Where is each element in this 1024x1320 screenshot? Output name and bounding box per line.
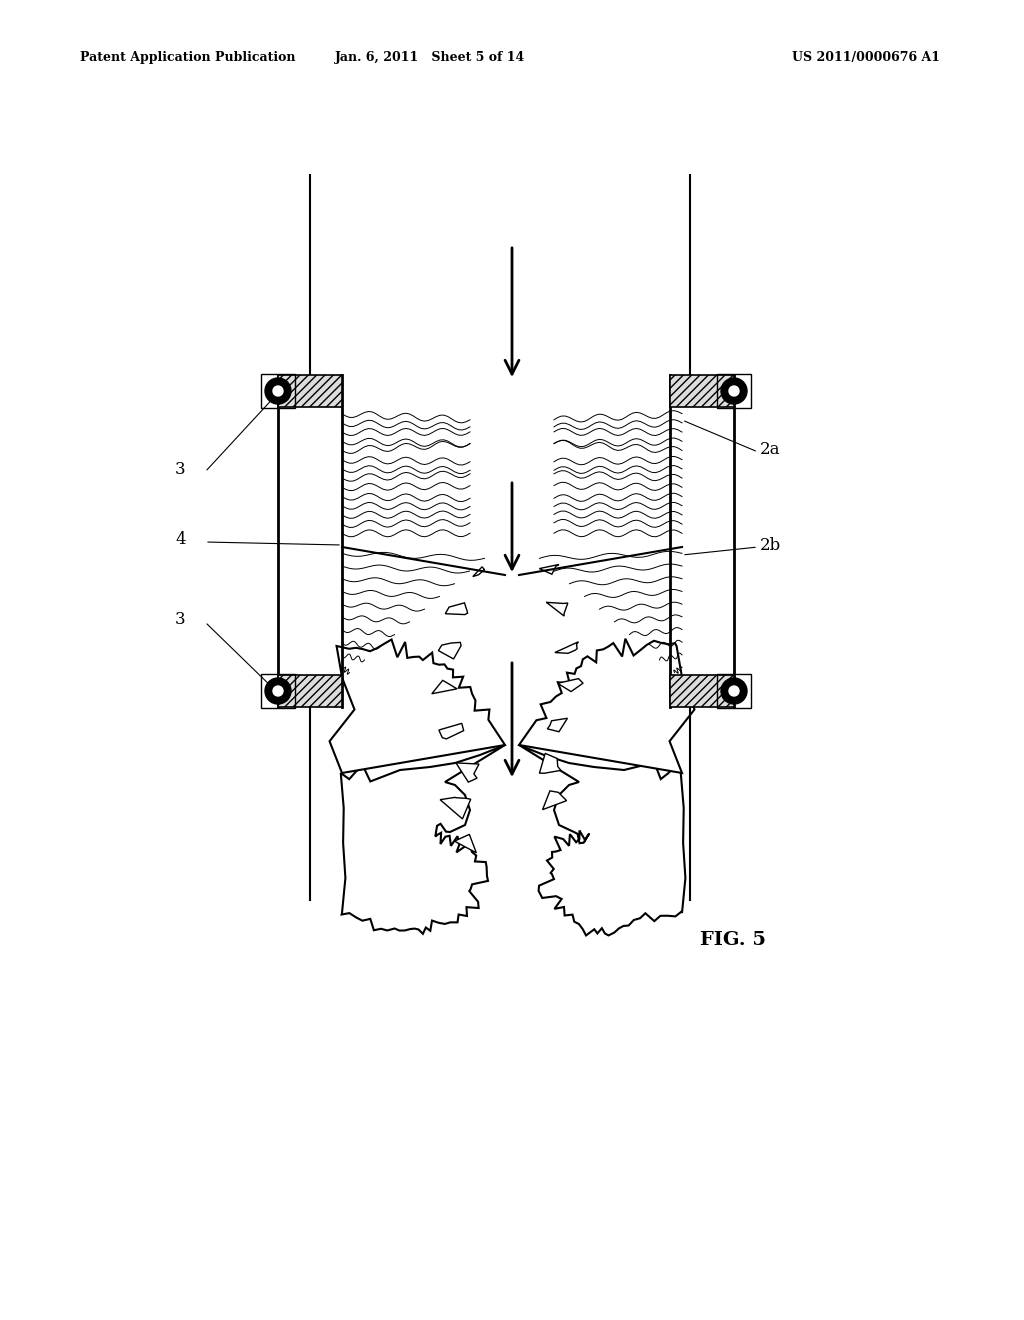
Circle shape <box>273 385 283 396</box>
Polygon shape <box>555 642 579 653</box>
Polygon shape <box>540 565 559 574</box>
Bar <box>717 374 751 408</box>
Circle shape <box>729 385 739 396</box>
Polygon shape <box>558 678 583 692</box>
Text: US 2011/0000676 A1: US 2011/0000676 A1 <box>792 51 940 65</box>
Text: 4: 4 <box>175 532 185 549</box>
Polygon shape <box>540 754 561 774</box>
Polygon shape <box>440 797 471 818</box>
Polygon shape <box>546 602 568 616</box>
Text: 2a: 2a <box>760 441 780 458</box>
Polygon shape <box>432 680 457 694</box>
Circle shape <box>729 686 739 696</box>
Circle shape <box>273 686 283 696</box>
Polygon shape <box>438 643 461 659</box>
Polygon shape <box>473 566 484 577</box>
Polygon shape <box>455 834 476 853</box>
Bar <box>670 375 734 407</box>
Polygon shape <box>519 744 685 936</box>
Polygon shape <box>519 639 694 774</box>
Text: Patent Application Publication: Patent Application Publication <box>80 51 296 65</box>
Circle shape <box>265 378 291 404</box>
Polygon shape <box>330 639 505 774</box>
Text: Jan. 6, 2011   Sheet 5 of 14: Jan. 6, 2011 Sheet 5 of 14 <box>335 51 525 65</box>
Polygon shape <box>341 744 505 933</box>
Bar <box>278 375 342 407</box>
Bar <box>261 374 295 408</box>
Bar <box>717 675 751 708</box>
Polygon shape <box>456 763 479 783</box>
Text: 3: 3 <box>175 611 185 628</box>
Text: 3: 3 <box>175 462 185 479</box>
Bar <box>670 675 734 708</box>
Text: FIG. 5: FIG. 5 <box>700 931 766 949</box>
Polygon shape <box>445 603 468 615</box>
Polygon shape <box>548 718 567 731</box>
Circle shape <box>721 378 746 404</box>
Bar <box>278 675 342 708</box>
Circle shape <box>265 678 291 704</box>
Text: 2b: 2b <box>760 536 781 553</box>
Polygon shape <box>439 723 464 739</box>
Bar <box>261 675 295 708</box>
Polygon shape <box>543 791 566 809</box>
Circle shape <box>721 678 746 704</box>
